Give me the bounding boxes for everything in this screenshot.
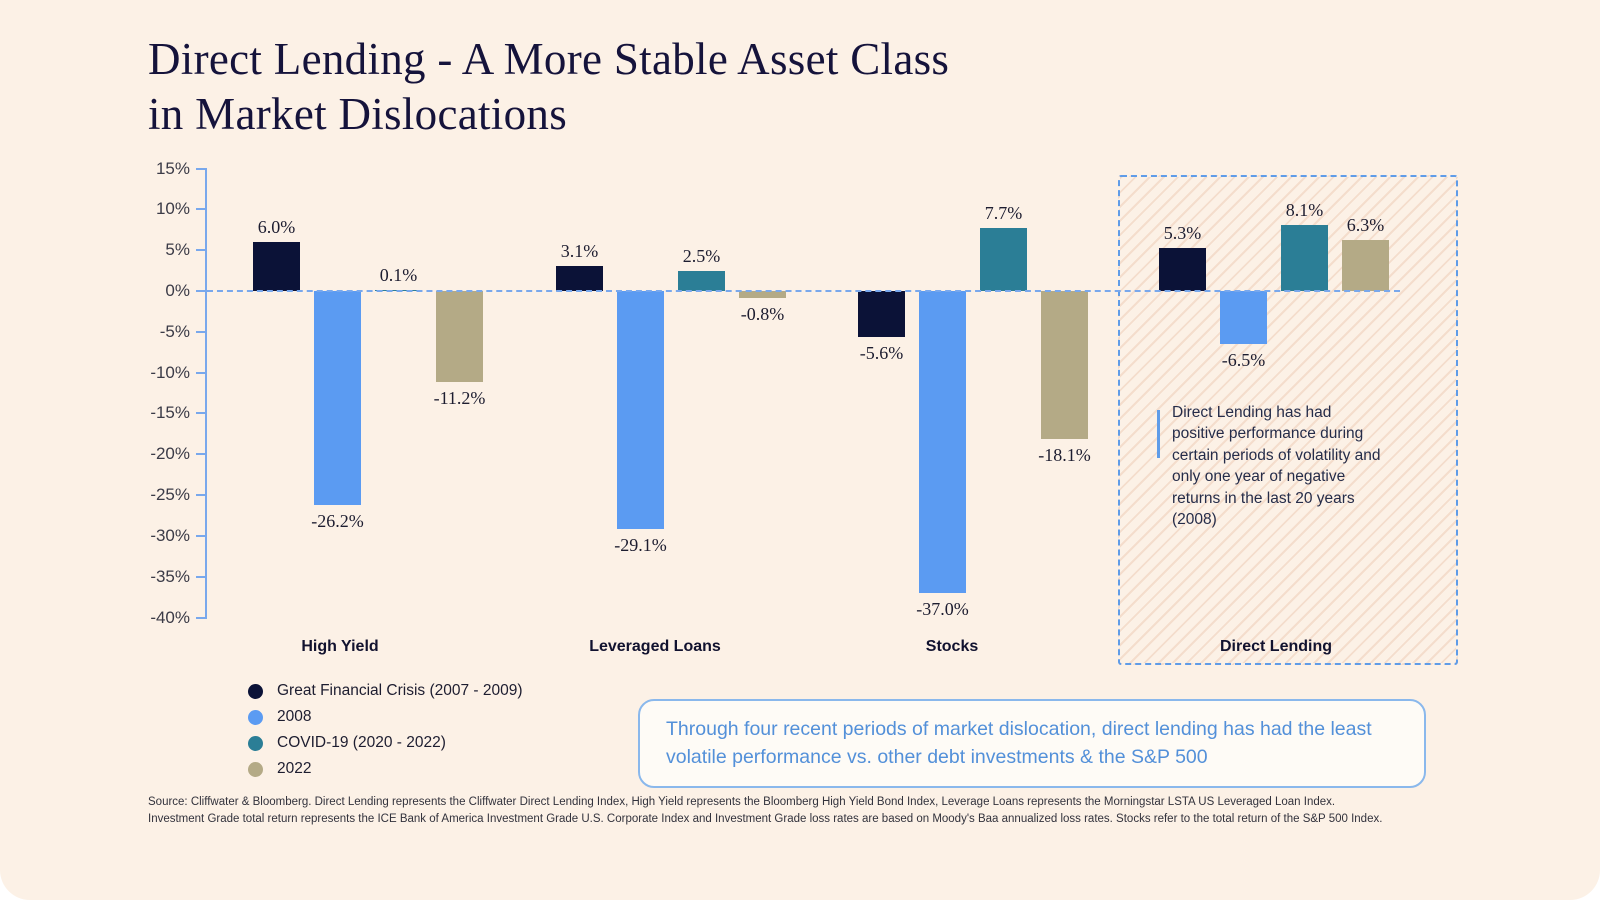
bar-value-label: -37.0% [916,599,969,620]
summary-quote-text: Through four recent periods of market di… [666,718,1372,769]
legend-swatch-icon [248,709,263,725]
bar-value-label: -0.8% [740,303,785,324]
y-axis-tick [196,249,205,252]
y-axis-label: 0% [165,281,190,300]
y-axis-line [205,168,207,619]
page-title-line-1: Direct Lending - A More Stable Asset Cla… [148,34,950,84]
bar [436,291,483,383]
page-title: Direct Lending - A More Stable Asset Cla… [148,32,949,142]
source-line-1: Source: Cliffwater & Bloomberg. Direct L… [148,796,1336,808]
legend-item: Great Financial Crisis (2007 - 2009) [248,682,523,700]
bar [858,291,905,337]
bar [1281,224,1328,291]
bar [919,291,966,594]
y-axis-label: 15% [155,158,190,178]
y-axis-label: -10% [150,362,190,382]
legend-label: 2022 [277,760,312,777]
bar-value-label: 3.1% [560,240,599,261]
bar [980,228,1027,291]
bar [739,291,786,298]
y-axis-tick [196,616,205,619]
legend-item: COVID-19 (2020 - 2022) [248,734,523,752]
y-axis-tick [196,330,205,333]
bar-value-label: 0.1% [379,264,418,285]
y-axis-tick [196,167,205,170]
legend-item: 2022 [248,760,523,778]
bar [556,265,603,291]
bar-value-label: 6.0% [257,217,296,238]
legend-swatch-icon [248,761,263,777]
source-note: Source: Cliffwater & Bloomberg. Direct L… [148,794,1382,828]
bar-value-label: 5.3% [1163,222,1202,243]
category-label: Stocks [925,638,979,655]
bar-value-label: -29.1% [614,534,667,555]
y-axis-label: 5% [165,240,190,260]
y-axis-tick [196,208,205,211]
y-axis-tick [196,290,205,292]
note-accent-bar [1157,410,1160,458]
bar-value-label: 2.5% [682,245,721,266]
source-line-2: Investment Grade total return represents… [148,813,1383,825]
y-axis-tick [196,453,205,456]
y-axis-label: -5% [159,321,190,341]
bar [314,291,361,505]
legend-label: Great Financial Crisis (2007 - 2009) [277,682,523,699]
legend-item: 2008 [248,708,523,726]
summary-quote-box: Through four recent periods of market di… [638,699,1426,788]
bar-value-label: -5.6% [859,342,904,363]
y-axis-label: -40% [150,607,190,627]
y-axis-label: -30% [150,525,190,545]
bar-value-label: -18.1% [1038,444,1091,465]
category-label: High Yield [301,638,379,655]
bar-value-label: -11.2% [433,388,486,409]
y-axis-label: -20% [150,444,190,464]
bar [1342,239,1389,291]
y-axis-tick [196,371,205,374]
legend-label: COVID-19 (2020 - 2022) [277,734,446,751]
legend-swatch-icon [248,683,263,699]
y-axis-tick [196,412,205,415]
bar-value-label: -26.2% [311,510,364,531]
bar-value-label: 6.3% [1346,214,1385,235]
page-title-line-2: in Market Dislocations [148,88,568,139]
y-axis-tick [196,534,205,537]
bar-value-label: 7.7% [984,203,1023,224]
category-label: Direct Lending [1219,638,1333,655]
legend-swatch-icon [248,735,263,751]
y-axis-label: -15% [150,403,190,423]
zero-baseline [207,290,1400,292]
bar [617,291,664,529]
bar [1041,291,1088,439]
y-axis-tick [196,494,205,497]
highlight-note: Direct Lending has had positive performa… [1172,404,1381,528]
bar [253,242,300,291]
bar-value-label: 8.1% [1285,199,1324,220]
bar [1220,291,1267,345]
bar-value-label: -6.5% [1221,350,1266,371]
y-axis-tick [196,575,205,578]
y-axis-label: -35% [150,566,190,586]
bar [1159,247,1206,291]
chart-legend: Great Financial Crisis (2007 - 2009) 2008… [248,682,523,778]
bar [678,270,725,291]
y-axis-label: -25% [150,485,190,505]
category-label: Leveraged Loans [589,638,721,655]
y-axis-label: 10% [155,199,190,219]
legend-label: 2008 [277,708,312,725]
